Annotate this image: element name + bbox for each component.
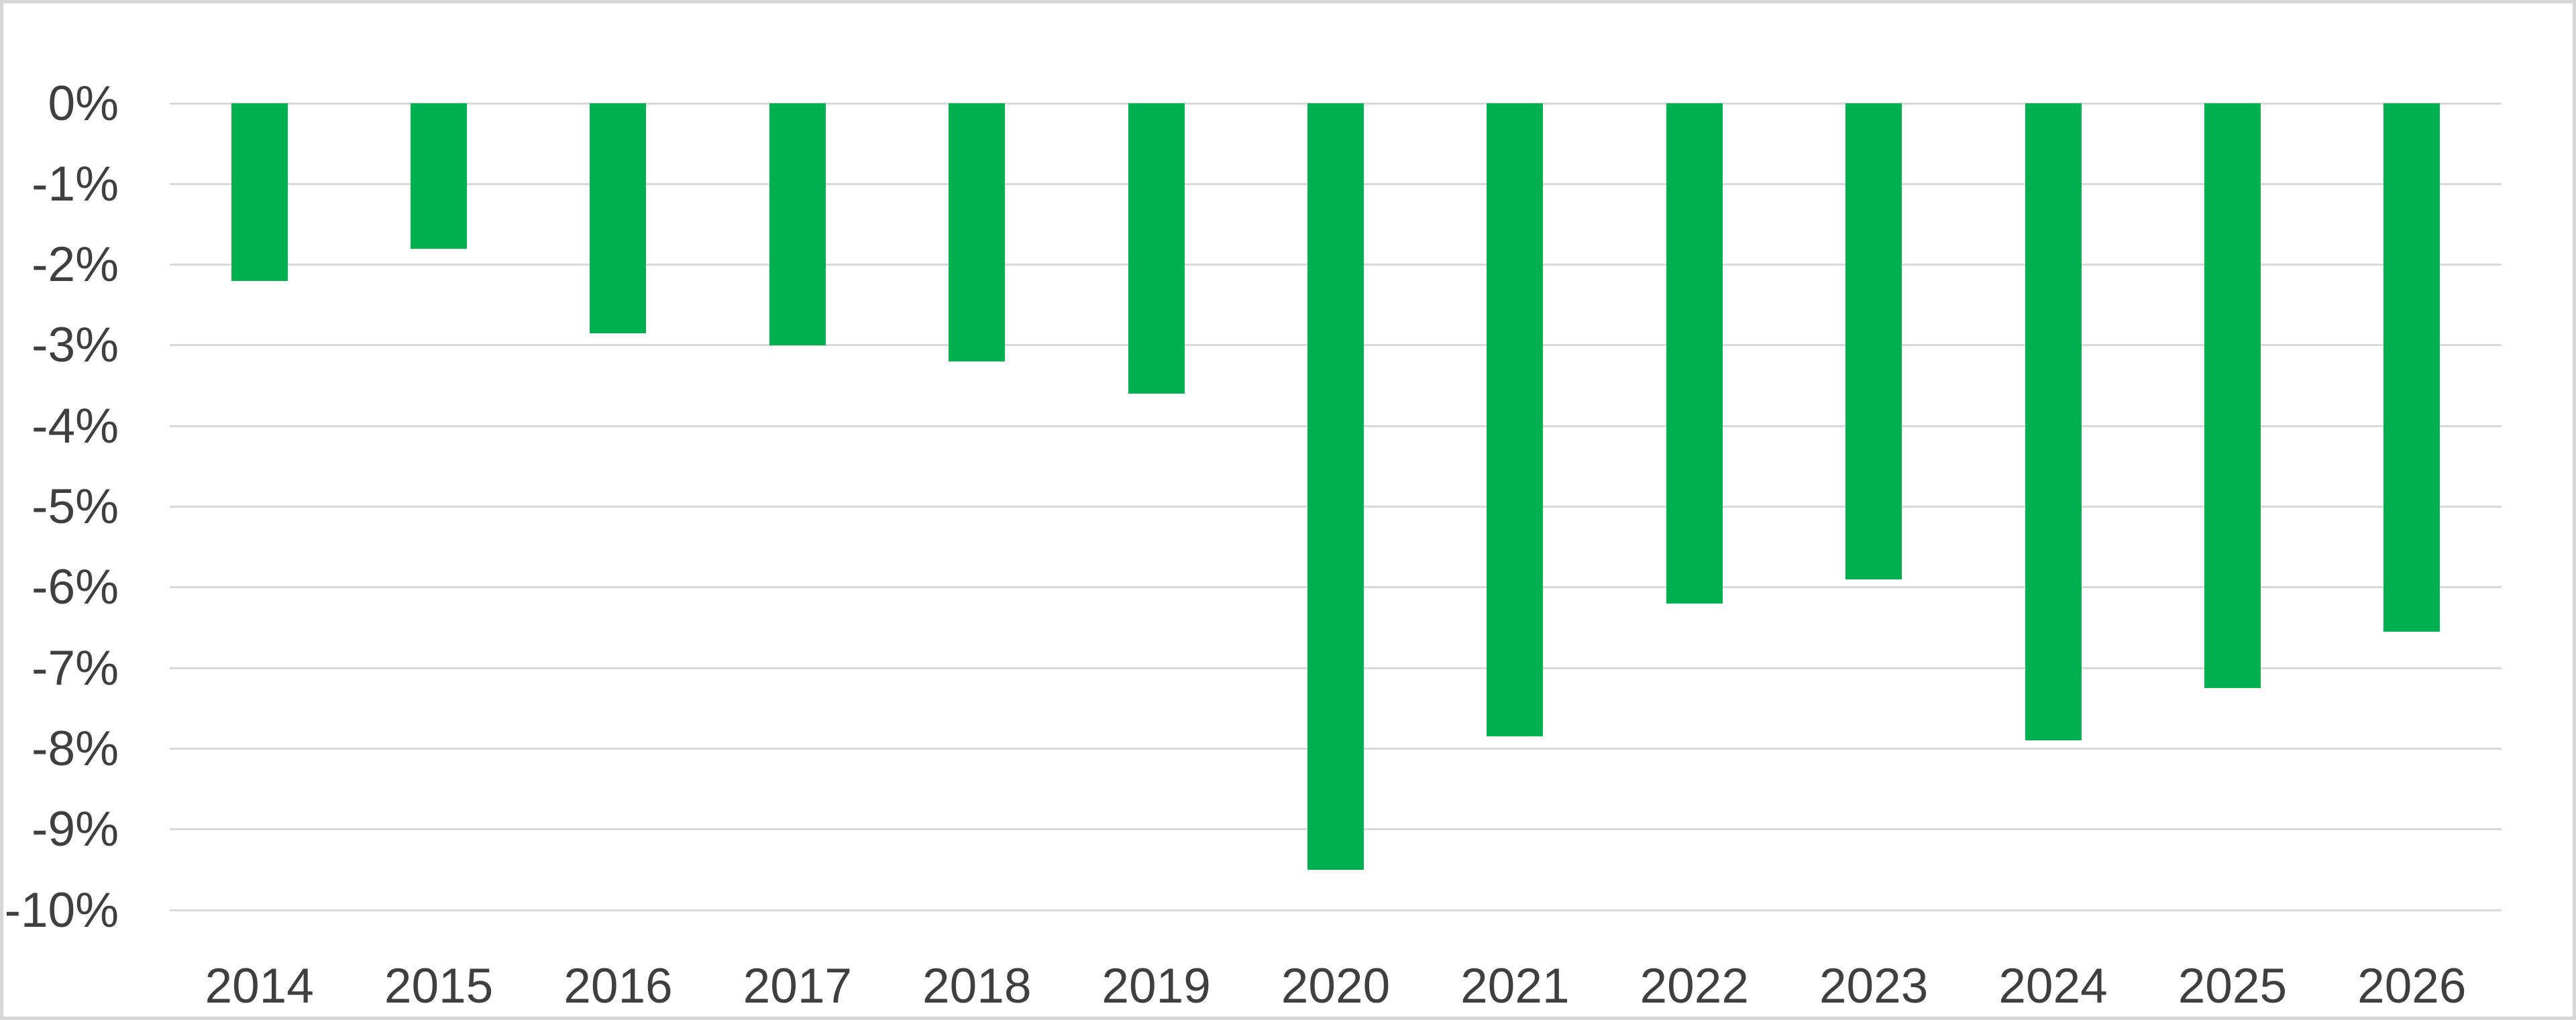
y-tick-label-0%: 0% [48,76,119,131]
y-tick-label--6%: -6% [32,560,119,615]
bar-2023 [1845,103,1902,579]
bar-2014 [231,103,288,281]
bar-2015 [411,103,468,249]
x-tick-label-2023: 2023 [1819,959,1929,1013]
bar-2018 [949,103,1006,361]
bar-2016 [590,103,647,333]
x-tick-label-2016: 2016 [564,959,673,1013]
bar-2024 [2025,103,2082,741]
bar-2021 [1487,103,1544,737]
x-tick-label-2021: 2021 [1460,959,1570,1013]
bar-2025 [2204,103,2261,689]
x-tick-label-2018: 2018 [922,959,1032,1013]
x-tick-label-2026: 2026 [2357,959,2467,1013]
x-tick-label-2024: 2024 [1998,959,2108,1013]
y-tick-label--2%: -2% [32,237,119,292]
plot-area [170,102,2502,911]
x-tick-label-2014: 2014 [205,959,314,1013]
bar-2019 [1128,103,1185,394]
x-tick-label-2017: 2017 [743,959,853,1013]
y-tick-label--10%: -10% [4,883,119,938]
bar-2017 [769,103,826,345]
y-tick-label--7%: -7% [32,640,119,695]
y-tick-label--1%: -1% [32,156,119,211]
bar-2026 [2383,103,2440,632]
y-tick-label--5%: -5% [32,479,119,534]
y-tick-label--8%: -8% [32,721,119,776]
bar-2022 [1666,103,1723,604]
x-tick-label-2025: 2025 [2178,959,2288,1013]
x-axis: 2014 2015 2016 2017 2018 2019 2020 2021 2022 2023… [170,955,2502,1013]
y-tick-label--9%: -9% [32,802,119,857]
x-tick-label-2019: 2019 [1102,959,1211,1013]
bar-2020 [1307,103,1364,870]
x-tick-label-2022: 2022 [1640,959,1749,1013]
y-axis: 0% -1% -2% -3% -4% -5% -6% -7% -8% -9% -10% [3,79,119,935]
gridline--10% [170,909,2502,911]
x-tick-label-2015: 2015 [384,959,494,1013]
x-tick-label-2020: 2020 [1281,959,1391,1013]
y-tick-label--3%: -3% [32,318,119,373]
y-tick-label--4%: -4% [32,398,119,453]
